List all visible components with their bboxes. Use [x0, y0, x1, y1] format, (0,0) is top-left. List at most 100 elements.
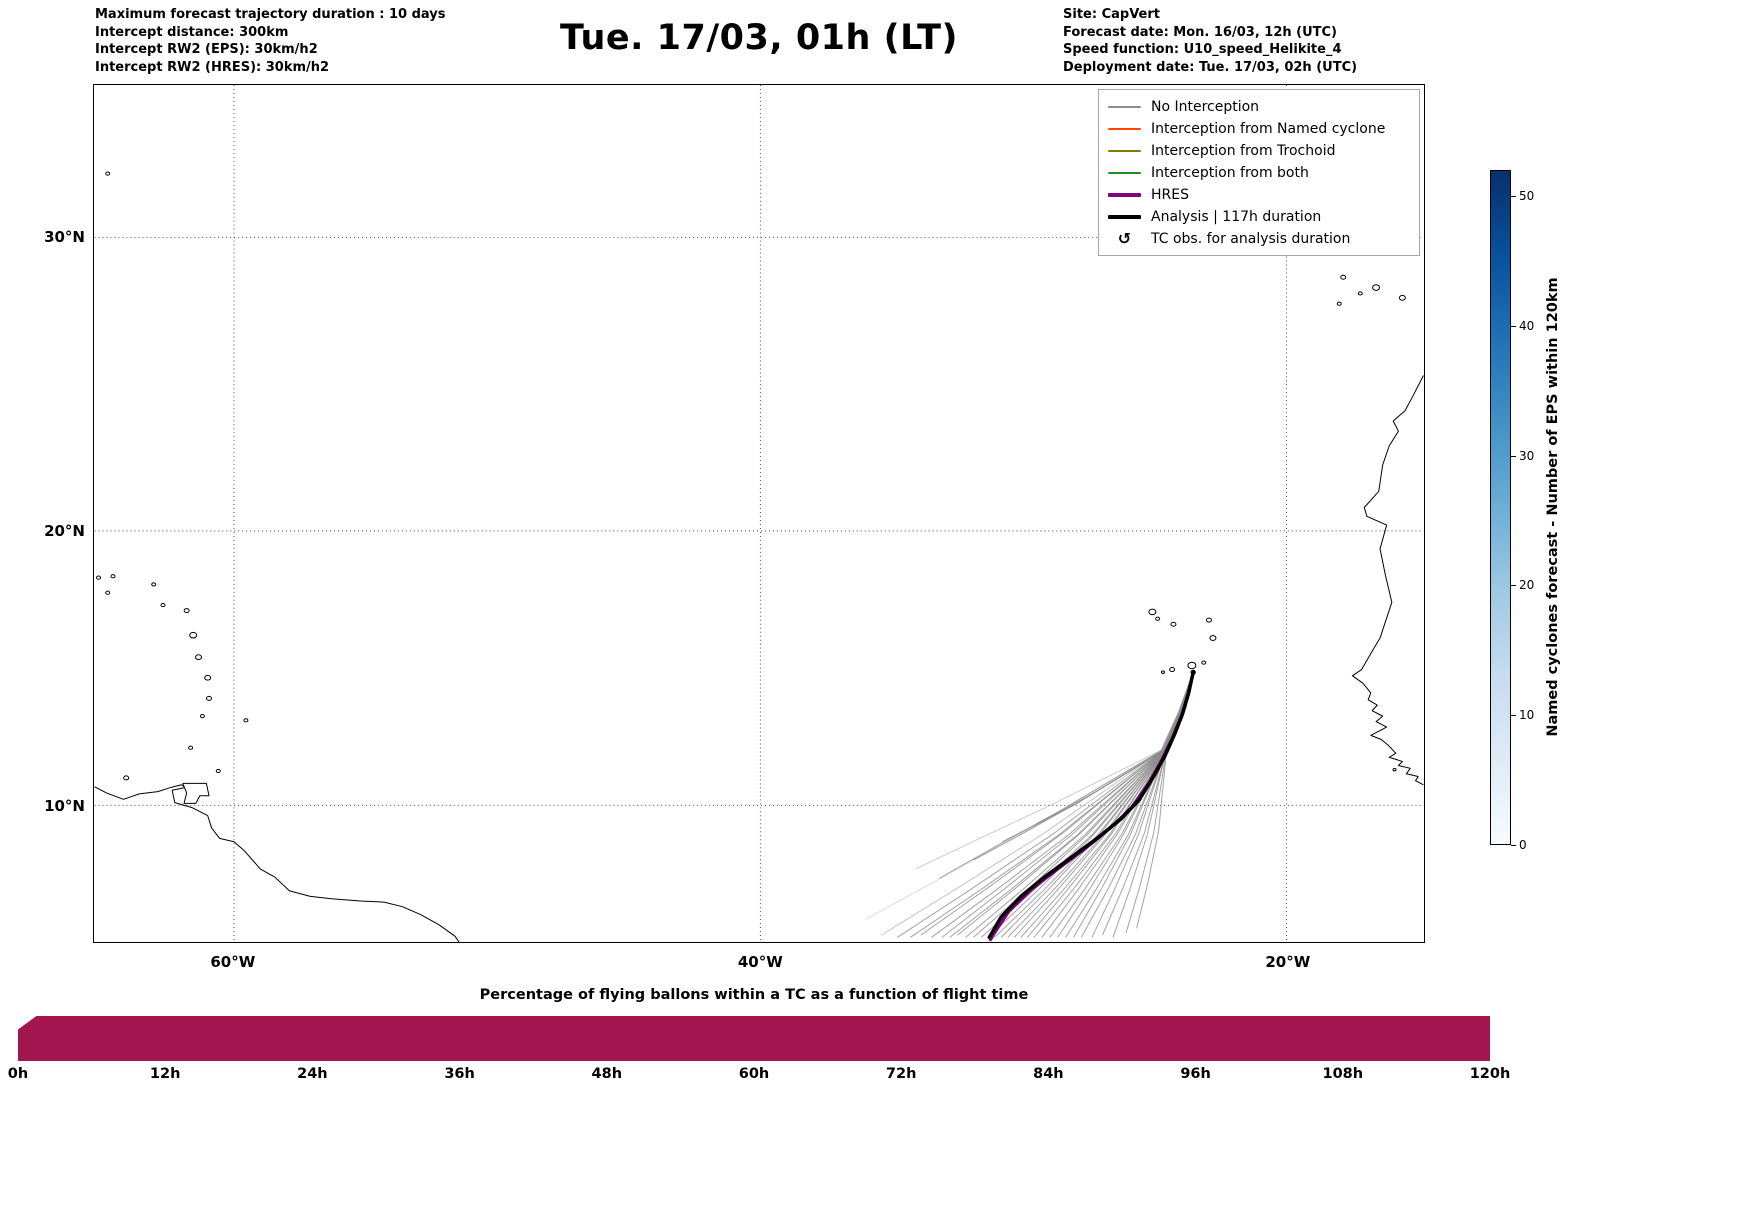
colorbar-tick	[1511, 715, 1516, 717]
legend-line-sample	[1108, 105, 1141, 108]
island-st-croix	[105, 590, 111, 595]
island-bermuda	[105, 171, 111, 176]
x-tick-label: 40°W	[737, 953, 783, 971]
island-cv-santo-antao	[1148, 608, 1157, 616]
y-tick-label: 20°N	[44, 522, 85, 540]
eps-member-trajectory	[973, 672, 1194, 938]
y-tick-label: 30°N	[44, 228, 85, 246]
x-tick-label: 20°W	[1265, 953, 1311, 971]
island-cv-boa-vista	[1209, 635, 1217, 641]
island-el-hierro	[1336, 301, 1342, 306]
flight-time-label: 120h	[1469, 1066, 1511, 1082]
island-barbados	[243, 718, 249, 723]
param-intercept-distance: Intercept distance: 300km	[95, 24, 289, 40]
flight-time-label: 96h	[1180, 1066, 1211, 1082]
island-bijagos	[1392, 768, 1397, 772]
deployment-site-marker	[1190, 669, 1196, 675]
island-st-vincent	[199, 714, 205, 719]
island-la-gomera	[1357, 291, 1363, 296]
flight-time-label: 36h	[444, 1066, 475, 1082]
island-puerto-rico-edge	[96, 575, 102, 580]
colorbar-tick-label: 10	[1519, 708, 1535, 723]
legend-line-sample	[1108, 149, 1141, 152]
x-tick-label: 60°W	[210, 953, 256, 971]
map-legend: No Interception Interception from Named c…	[1098, 89, 1420, 256]
island-tobago	[215, 768, 221, 774]
island-cv-sao-nicolau	[1170, 621, 1177, 627]
legend-item-3: Interception from both	[1108, 163, 1410, 182]
island-gran-canaria	[1398, 294, 1406, 301]
bottom-chart-title: Percentage of flying ballons within a TC…	[479, 987, 1029, 1003]
island-cv-sal	[1205, 617, 1212, 623]
colorbar	[1490, 170, 1511, 845]
legend-line-sample	[1108, 192, 1141, 197]
legend-item-6: ↺ TC obs. for analysis duration	[1108, 229, 1410, 248]
eps-member-trajectory	[1036, 672, 1194, 825]
island-st-lucia	[205, 695, 212, 701]
colorbar-label: Named cyclones forecast - Number of EPS …	[1545, 277, 1561, 737]
hres-trajectory	[989, 670, 1195, 942]
coast-trinidad	[182, 782, 210, 804]
percentage-area	[18, 1016, 1490, 1061]
flight-time-label: 48h	[591, 1066, 623, 1082]
island-la-palma	[1340, 274, 1347, 280]
legend-item-0: No Interception	[1108, 97, 1410, 116]
param-max-duration: Maximum forecast trajectory duration : 1…	[95, 7, 446, 22]
legend-item-4: HRES	[1108, 185, 1410, 204]
eps-member-trajectory	[939, 672, 1194, 879]
param-intercept-rw2-hres: Intercept RW2 (HRES): 30km/h2	[95, 59, 330, 75]
legend-label: Interception from both	[1151, 164, 1309, 181]
colorbar-tick	[1511, 325, 1516, 327]
legend-label: Analysis | 117h duration	[1151, 208, 1322, 225]
eps-member-trajectory	[941, 672, 1194, 938]
legend-item-5: Analysis | 117h duration	[1108, 207, 1410, 226]
island-grenada	[188, 745, 194, 750]
island-st-kitts	[160, 602, 166, 608]
eps-member-trajectory	[915, 672, 1194, 870]
tc-obs-icon: ↺	[1117, 228, 1132, 248]
island-dominica	[195, 654, 202, 661]
forecast-info-block: Site: CapVert Forecast date: Mon. 16/03,…	[1063, 6, 1357, 76]
legend-label: TC obs. for analysis duration	[1151, 230, 1351, 247]
colorbar-tick	[1511, 195, 1516, 197]
island-virgin-islands	[110, 574, 116, 579]
legend-label: No Interception	[1151, 98, 1260, 115]
island-st-martin	[151, 582, 157, 587]
colorbar-tick-label: 20	[1519, 578, 1535, 593]
analysis-trajectory	[987, 670, 1195, 940]
flight-time-label: 60h	[738, 1066, 770, 1082]
info-deployment-date: Deployment date: Tue. 17/03, 02h (UTC)	[1063, 59, 1358, 75]
eps-member-trajectory	[865, 672, 1194, 920]
legend-item-2: Interception from Trochoid	[1108, 141, 1410, 160]
legend-label: Interception from Trochoid	[1151, 142, 1336, 159]
colorbar-tick-label: 40	[1519, 318, 1535, 333]
legend-label: Interception from Named cyclone	[1151, 120, 1386, 137]
map-panel: No Interception Interception from Named c…	[93, 84, 1425, 943]
percentage-bar-chart	[18, 1016, 1490, 1061]
flight-time-label: 84h	[1033, 1066, 1064, 1082]
info-forecast-date: Forecast date: Mon. 16/03, 12h (UTC)	[1063, 24, 1338, 40]
coast-africa-west-coast	[1351, 375, 1424, 786]
colorbar-tick-label: 50	[1519, 188, 1535, 203]
trajectory-map	[94, 85, 1424, 942]
flight-time-label: 12h	[149, 1066, 181, 1082]
island-cv-brava	[1160, 670, 1165, 674]
island-cv-santiago	[1187, 661, 1197, 670]
coastlines	[94, 171, 1424, 942]
island-tenerife	[1372, 284, 1381, 291]
island-cv-maio	[1201, 660, 1207, 665]
page-title: Tue. 17/03, 01h (LT)	[559, 18, 959, 58]
y-tick-label: 10°N	[44, 797, 85, 815]
island-guadeloupe	[189, 631, 198, 639]
legend-item-1: Interception from Named cyclone	[1108, 119, 1410, 138]
coast-south-america	[94, 784, 460, 942]
run-parameters-block: Maximum forecast trajectory duration : 1…	[95, 6, 446, 76]
colorbar-tick-label: 30	[1519, 448, 1535, 463]
island-martinique	[204, 674, 212, 681]
legend-line-sample	[1108, 214, 1141, 219]
island-antigua	[183, 608, 190, 614]
flight-time-label: 24h	[297, 1066, 328, 1082]
legend-line-sample	[1108, 127, 1141, 130]
legend-line-sample	[1108, 171, 1141, 174]
